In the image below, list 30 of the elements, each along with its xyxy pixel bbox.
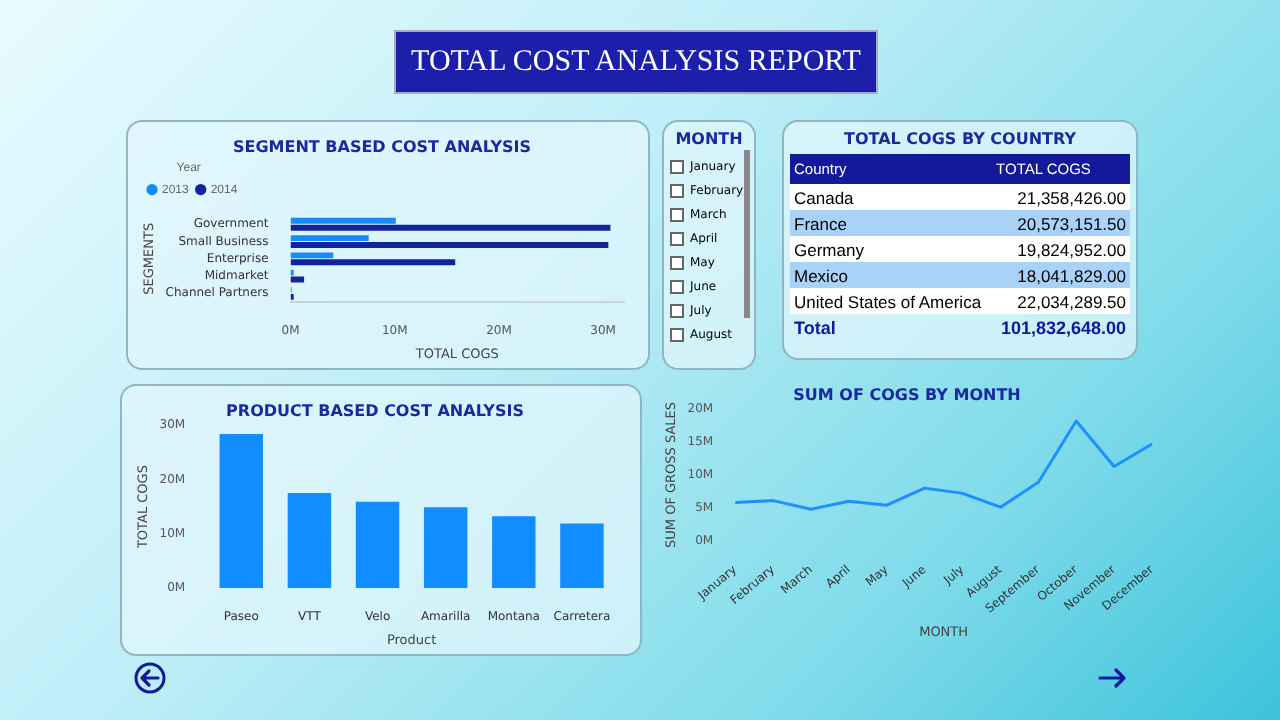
category-label: Canada bbox=[790, 184, 993, 210]
text: 101,832,648.00 bbox=[1000, 317, 1126, 337]
bar bbox=[423, 507, 468, 588]
text: 22,034,289.50 bbox=[1017, 291, 1126, 311]
chart-title: PRODUCT BASED COST ANALYSIS bbox=[226, 401, 525, 420]
text: TOTAL COGS BY COUNTRY bbox=[841, 130, 1079, 148]
bar bbox=[219, 433, 263, 588]
category-label: Mexico bbox=[790, 262, 993, 288]
text: MONTH bbox=[673, 130, 745, 148]
text: TOTAL COST ANALYSIS REPORT bbox=[394, 30, 878, 94]
bar bbox=[492, 516, 536, 588]
bar bbox=[355, 501, 400, 588]
text: 21,358,426.00 bbox=[1017, 187, 1126, 207]
bar bbox=[560, 523, 604, 588]
bar bbox=[290, 224, 611, 231]
chart-title: SEGMENT BASED COST ANALYSIS bbox=[233, 137, 532, 156]
text: 19,824,952.00 bbox=[1017, 239, 1126, 259]
category-label: France bbox=[790, 210, 993, 236]
text: 18,041,829.00 bbox=[1017, 265, 1126, 285]
bar bbox=[290, 235, 369, 241]
bar bbox=[290, 252, 334, 259]
chart-title: SUM OF COGS BY MONTH bbox=[793, 385, 1021, 404]
text: Total bbox=[792, 315, 838, 340]
category-label: United States of America bbox=[790, 288, 993, 314]
bar bbox=[287, 493, 332, 588]
bar bbox=[290, 242, 609, 248]
category-label: Germany bbox=[790, 236, 993, 262]
text: 20,573,151.50 bbox=[1017, 213, 1126, 233]
bar bbox=[290, 259, 456, 266]
bar bbox=[290, 217, 396, 224]
